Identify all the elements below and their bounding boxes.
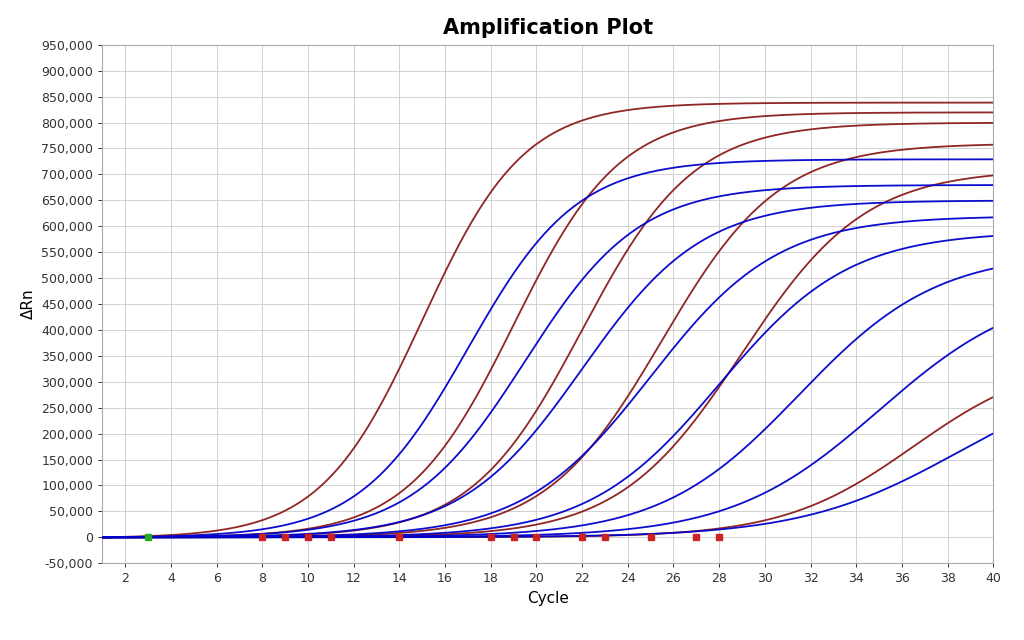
X-axis label: Cycle: Cycle bbox=[527, 591, 568, 606]
Title: Amplification Plot: Amplification Plot bbox=[442, 18, 653, 38]
Y-axis label: ΔRn: ΔRn bbox=[20, 289, 36, 319]
